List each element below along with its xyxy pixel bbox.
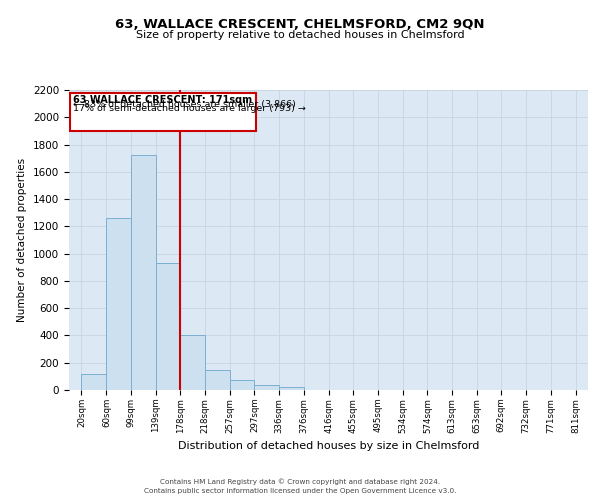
Text: 63, WALLACE CRESCENT, CHELMSFORD, CM2 9QN: 63, WALLACE CRESCENT, CHELMSFORD, CM2 9Q… <box>115 18 485 30</box>
Bar <box>82 374 106 390</box>
Bar <box>254 385 279 390</box>
Bar <box>180 335 205 390</box>
Text: Contains public sector information licensed under the Open Government Licence v3: Contains public sector information licen… <box>144 488 456 494</box>
Bar <box>131 156 156 390</box>
Text: 17% of semi-detached houses are larger (793) →: 17% of semi-detached houses are larger (… <box>73 104 306 112</box>
Text: Contains HM Land Registry data © Crown copyright and database right 2024.: Contains HM Land Registry data © Crown c… <box>160 478 440 485</box>
Text: 63 WALLACE CRESCENT: 171sqm: 63 WALLACE CRESCENT: 171sqm <box>73 95 253 105</box>
Text: ← 83% of detached houses are smaller (3,866): ← 83% of detached houses are smaller (3,… <box>73 100 296 108</box>
Bar <box>279 388 304 390</box>
Text: Size of property relative to detached houses in Chelmsford: Size of property relative to detached ho… <box>136 30 464 40</box>
X-axis label: Distribution of detached houses by size in Chelmsford: Distribution of detached houses by size … <box>178 441 479 451</box>
Bar <box>156 263 180 390</box>
Y-axis label: Number of detached properties: Number of detached properties <box>17 158 28 322</box>
Bar <box>106 218 131 390</box>
Bar <box>70 92 256 131</box>
Bar <box>205 370 230 390</box>
Bar <box>230 380 254 390</box>
